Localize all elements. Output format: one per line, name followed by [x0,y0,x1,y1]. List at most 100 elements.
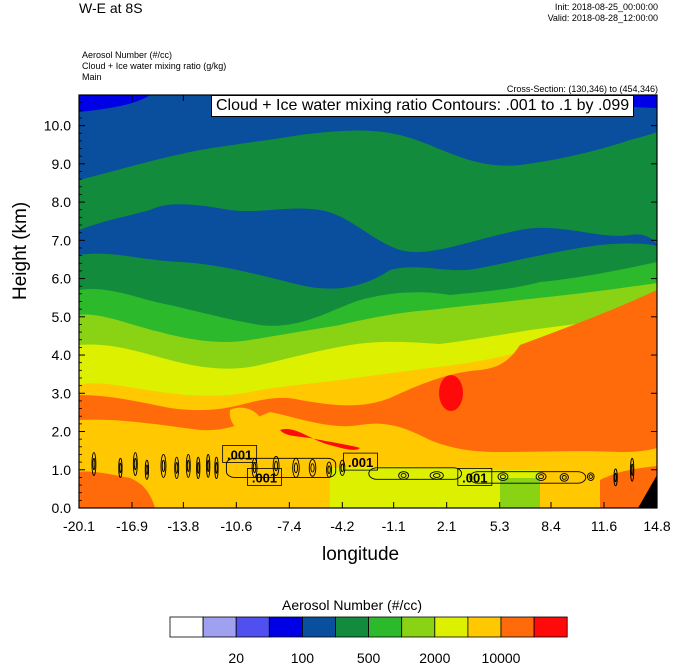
contour-loop-inner [186,459,190,473]
contour-loop-inner [175,462,179,474]
colorbar-tick-label: 10000 [482,650,521,666]
contour-loop-inner [196,462,200,474]
x-tick-label: 5.3 [490,518,510,534]
contour-loop-inner [561,475,567,480]
colorbar-swatch [202,616,237,638]
contour-label-box [457,468,493,486]
plot-title: W-E at 8S [79,0,143,16]
contour-loop [91,452,97,476]
y-tick-label: 2.0 [52,424,72,440]
contour-loop-inner [252,462,257,474]
x-tick-label: -7.4 [277,518,301,534]
contour-loop-inner [400,473,407,478]
colorbar-swatch [301,616,336,638]
contour-loop [630,457,635,482]
field-label-cloud: Cloud + Ice water mixing ratio (g/kg) [82,61,227,71]
contour-loop-inner [206,459,210,473]
contour-loop-inner [327,465,331,475]
contour-loop-inner [432,473,441,478]
contour-loop [497,472,509,481]
contour-loop [339,459,346,476]
x-axis-label: longitude [322,544,400,565]
y-tick-label: 3.0 [52,385,72,401]
colorbar-swatch [434,616,469,638]
contour-loop-inner [119,462,122,474]
contour-info-box: Cloud + Ice water mixing ratio Contours:… [211,95,635,117]
contour-loop [160,454,167,478]
contour-loop [308,458,317,477]
contour-label-box [247,468,282,486]
colorbar-tick-label: 20 [228,650,244,666]
colorbar-swatch [500,616,535,638]
y-tick-label: 1.0 [52,462,72,478]
contour-loop [185,454,191,478]
contour-loop [132,452,138,476]
contour-label: .001 [348,455,373,470]
x-tick-label: -10.6 [220,518,252,534]
colorbar: 20 100 500 2000 10000 [169,616,568,666]
contour-loop-inner [614,472,617,483]
contour-loop [206,454,211,478]
valid-time: Valid: 2018-08-28_12:00:00 [547,13,658,23]
contour-loop-inner [293,462,299,474]
y-tick-label: 8.0 [52,194,72,210]
y-tick-label: 0.0 [52,500,72,516]
y-axis-ticks: 0.0 1.0 2.0 3.0 4.0 5.0 6.0 7.0 8.0 9.0 10.0 [44,94,657,516]
x-tick-label: 8.4 [541,518,561,534]
contour-label: .001 [462,470,487,485]
contour-loop [118,457,123,478]
x-tick-label: -1.1 [382,518,406,534]
contour-label-box [343,452,378,471]
contour-label: .001 [252,470,277,485]
contour-loop-inner [538,474,545,480]
contour-loop-inner [274,460,279,472]
y-tick-label: 5.0 [52,309,72,325]
cross-section-label: Cross-Section: (130,346) to (454,346) [506,84,658,94]
contour-band [225,457,337,478]
colorbar-swatch [368,616,403,638]
contour-loop-inner [92,457,96,471]
contour-loop [214,456,219,480]
y-axis-label: Height (km) [10,201,31,300]
colorbar-title: Aerosol Number (#/cc) [282,597,423,613]
contour-loop-inner [310,463,315,473]
contour-band [469,471,587,484]
contour-loop-inner [500,474,506,480]
contour-loop-inner [161,459,166,473]
colorbar-tick-label: 2000 [419,650,450,666]
contour-loop [144,459,150,480]
colorbar-swatch [268,616,303,638]
x-tick-label: -4.2 [330,518,354,534]
contour-label-box [222,445,258,463]
y-tick-label: 7.0 [52,232,72,248]
x-tick-label: 14.8 [643,518,670,534]
y-tick-label: 6.0 [52,271,72,287]
contour-loop-inner [588,474,593,480]
contour-loop [174,456,180,480]
contour-loop [196,456,201,480]
contour-band [368,467,463,480]
contour-loop [272,455,280,476]
cloud-contours [91,452,635,487]
contour-labels: .001.001.001.001 [222,445,493,486]
contour-loop [535,472,547,481]
x-tick-label: 11.6 [591,518,617,534]
colorbar-swatch [467,616,502,638]
x-tick-label: -13.8 [167,518,199,534]
contour-loop [559,473,569,482]
contour-loop-inner [630,463,634,476]
contour-loop-inner [133,457,137,471]
colorbar-swatch [235,616,270,638]
contour-loop-inner [215,462,218,474]
colorbar-swatch [401,616,436,638]
init-time: Init: 2018-08-25_00:00:00 [554,2,658,12]
y-tick-label: 4.0 [52,347,72,363]
x-tick-label: -16.9 [116,518,148,534]
colorbar-swatch [533,616,568,638]
y-tick-label: 10.0 [44,118,71,134]
contour-loop [586,472,595,481]
x-tick-label: 2.1 [437,518,457,534]
y-tick-label: 9.0 [52,156,72,172]
contour-loop [613,468,618,487]
